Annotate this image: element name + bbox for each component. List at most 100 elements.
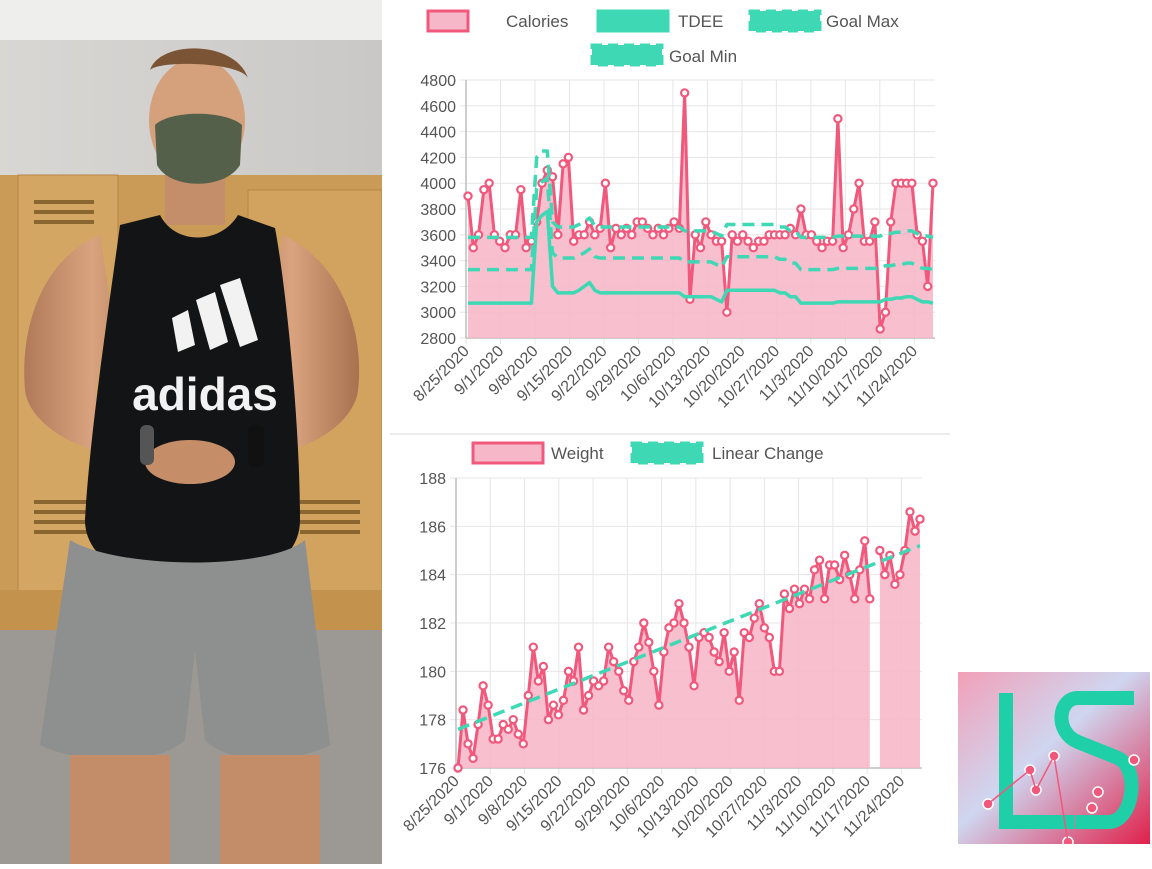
weight-point bbox=[860, 536, 870, 546]
calories-point bbox=[870, 217, 880, 227]
linear-change-legend-swatch bbox=[630, 441, 704, 465]
calories-point bbox=[468, 242, 478, 253]
weight-legend: Weight Linear Change bbox=[471, 441, 824, 465]
weight-point bbox=[503, 724, 513, 735]
calories-legend-label: Calories bbox=[506, 12, 568, 31]
calories-point bbox=[500, 242, 510, 253]
weight-point bbox=[613, 666, 624, 677]
y-tick-label: 4200 bbox=[420, 150, 456, 167]
logo-letter-s-icon bbox=[1054, 691, 1139, 829]
calories-point bbox=[849, 204, 859, 214]
weight-point bbox=[865, 594, 875, 604]
weight-point bbox=[624, 695, 634, 706]
calories-point bbox=[637, 217, 648, 227]
weight-point bbox=[804, 594, 815, 604]
calories-point bbox=[463, 191, 473, 201]
goal-min-legend-label: Goal Min bbox=[669, 47, 737, 66]
weight-point bbox=[649, 666, 659, 677]
calories-point bbox=[479, 184, 489, 195]
weight-point bbox=[875, 545, 885, 556]
calories-point bbox=[600, 178, 611, 188]
calories-point bbox=[648, 230, 658, 240]
tdee-line bbox=[468, 209, 934, 305]
weight-point bbox=[754, 598, 765, 609]
calories-point bbox=[743, 236, 753, 246]
calories-point bbox=[727, 230, 737, 240]
weight-point bbox=[508, 714, 518, 725]
y-tick-label: 182 bbox=[419, 616, 446, 633]
calories-point bbox=[568, 236, 579, 246]
weight-point bbox=[709, 647, 719, 657]
charts-panel: Calories TDEE Goal Max Goal Min 4800 4600… bbox=[382, 0, 952, 864]
calories-legend-swatch bbox=[426, 9, 470, 33]
calories-point bbox=[838, 242, 848, 253]
y-tick-label: 4000 bbox=[420, 176, 456, 193]
y-tick-label: 2800 bbox=[420, 331, 456, 348]
calories-point bbox=[854, 178, 864, 188]
weight-legend-label: Weight bbox=[551, 444, 604, 463]
calories-point bbox=[738, 230, 748, 240]
tdee-legend-label: TDEE bbox=[678, 12, 723, 31]
calories-point bbox=[864, 236, 875, 246]
y-tick-label: 176 bbox=[419, 761, 446, 778]
y-tick-label: 4800 bbox=[420, 73, 456, 90]
calories-point bbox=[553, 230, 563, 240]
calories-point bbox=[590, 230, 600, 240]
calories-point bbox=[695, 242, 706, 253]
weight-point bbox=[704, 632, 714, 643]
goal-max-line bbox=[468, 149, 934, 240]
calories-point bbox=[558, 159, 568, 169]
calories-point bbox=[716, 236, 727, 246]
calories-point bbox=[880, 307, 891, 317]
weight-point bbox=[634, 642, 644, 652]
weight-point bbox=[794, 598, 805, 609]
weight-point bbox=[644, 637, 654, 648]
weight-point bbox=[734, 695, 744, 706]
weight-point bbox=[814, 555, 825, 565]
weight-point bbox=[679, 618, 689, 628]
weight-point bbox=[619, 685, 629, 696]
weight-point bbox=[453, 763, 463, 773]
calories-point bbox=[701, 217, 711, 227]
weight-point bbox=[774, 666, 785, 677]
weight-point bbox=[608, 656, 619, 667]
calories-point bbox=[917, 236, 928, 246]
ls-logo: LS bbox=[958, 672, 1150, 848]
calories-point bbox=[627, 230, 637, 240]
calories-point bbox=[563, 152, 574, 163]
weight-point bbox=[714, 656, 724, 667]
y-tick-label: 184 bbox=[419, 568, 446, 585]
gym-photo: adidas bbox=[0, 0, 382, 864]
calories-point bbox=[928, 178, 938, 188]
calories-point bbox=[484, 178, 494, 188]
calories-point bbox=[817, 242, 827, 253]
weight-point bbox=[839, 550, 850, 561]
charts-canvas: Calories TDEE Goal Max Goal Min 4800 4600… bbox=[390, 9, 950, 841]
weight-area bbox=[879, 511, 920, 768]
weight-point bbox=[478, 681, 488, 691]
weight-point bbox=[749, 613, 759, 623]
weight-point bbox=[538, 661, 549, 672]
weight-point bbox=[573, 642, 584, 652]
weight-point bbox=[563, 666, 574, 677]
goal-max-legend-swatch bbox=[748, 9, 822, 33]
calories-point bbox=[759, 236, 769, 246]
weight-point bbox=[689, 681, 699, 691]
calories-point bbox=[658, 230, 669, 240]
weight-point bbox=[654, 700, 664, 710]
calories-point bbox=[516, 184, 526, 195]
calories-point bbox=[806, 230, 817, 240]
goal-min-legend-swatch bbox=[590, 43, 664, 67]
weight-point bbox=[533, 676, 544, 686]
y-tick-label: 3800 bbox=[420, 202, 456, 219]
weight-point bbox=[598, 676, 609, 686]
calories-point bbox=[579, 230, 589, 240]
weight-point bbox=[890, 579, 900, 590]
weight-chart: 1881861841821801781768/25/20209/1/20209/… bbox=[400, 471, 925, 841]
weight-point bbox=[513, 729, 523, 739]
weight-point bbox=[905, 507, 915, 517]
calories-point bbox=[833, 113, 843, 124]
weight-point bbox=[809, 565, 820, 575]
weight-point bbox=[493, 734, 503, 744]
weight-point bbox=[729, 647, 739, 657]
